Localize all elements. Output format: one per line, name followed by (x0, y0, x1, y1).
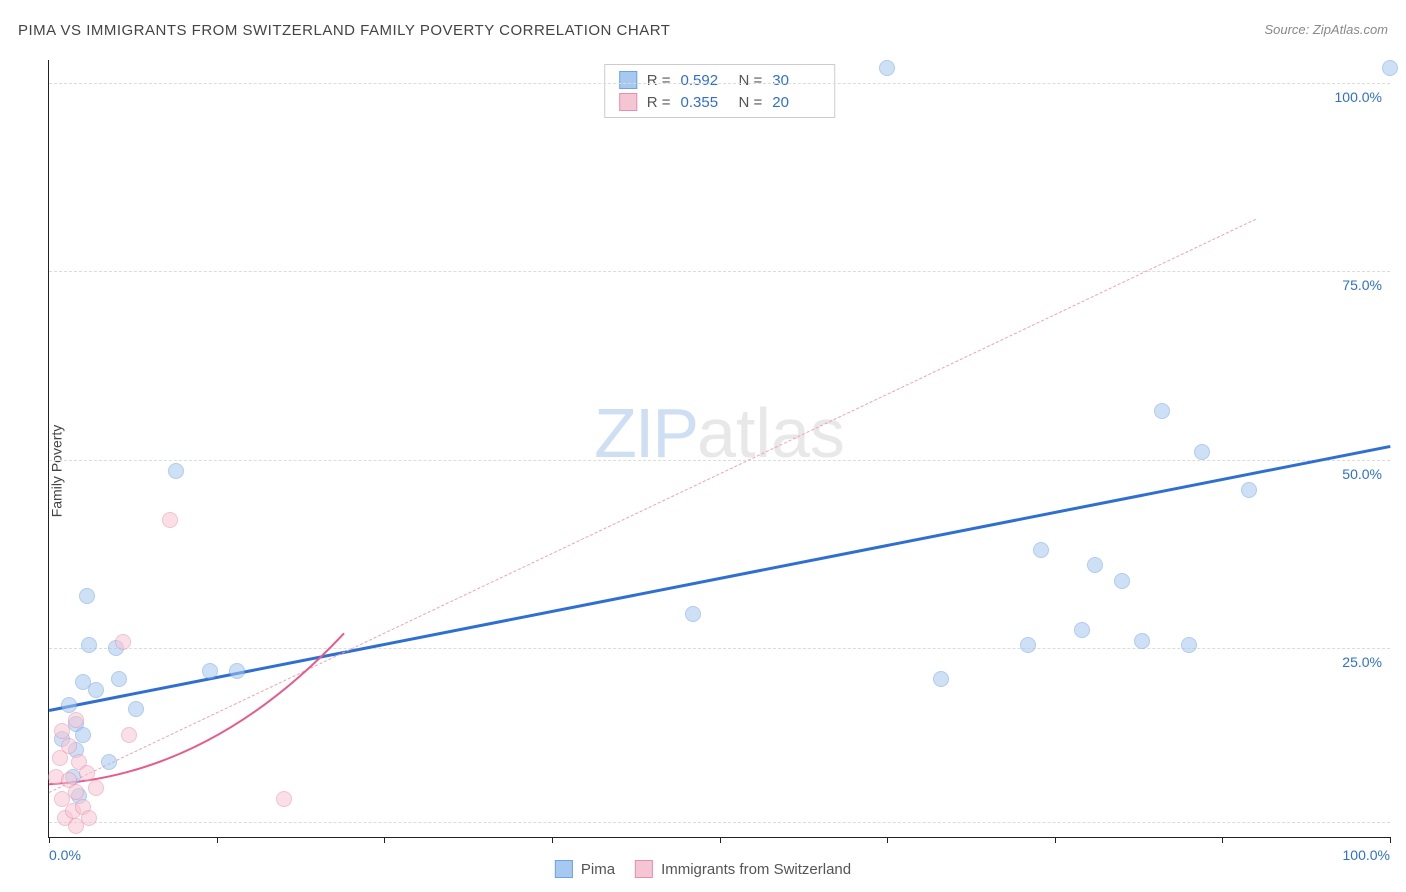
data-point (54, 723, 70, 739)
x-tick-mark (49, 837, 50, 843)
data-point (61, 738, 77, 754)
data-point (1074, 622, 1090, 638)
data-point (115, 634, 131, 650)
data-point (685, 606, 701, 622)
data-point (1087, 557, 1103, 573)
x-tick-mark (384, 837, 385, 843)
data-point (61, 697, 77, 713)
data-point (88, 780, 104, 796)
data-point (1194, 444, 1210, 460)
x-tick-mark (1222, 837, 1223, 843)
legend-label: Pima (581, 861, 615, 878)
data-point (202, 663, 218, 679)
data-point (79, 588, 95, 604)
legend-swatch (635, 860, 653, 878)
chart-title: PIMA VS IMMIGRANTS FROM SWITZERLAND FAMI… (18, 22, 670, 39)
legend-label: Immigrants from Switzerland (661, 861, 851, 878)
x-tick-mark (887, 837, 888, 843)
legend-item: Immigrants from Switzerland (635, 860, 851, 878)
data-point (229, 663, 245, 679)
data-point (128, 701, 144, 717)
legend-item: Pima (555, 860, 615, 878)
data-point (1382, 60, 1398, 76)
data-point (68, 712, 84, 728)
data-point (1033, 542, 1049, 558)
data-point (933, 671, 949, 687)
source-attribution: Source: ZipAtlas.com (1264, 22, 1388, 37)
data-point (1181, 637, 1197, 653)
x-tick-mark (217, 837, 218, 843)
x-tick-mark (552, 837, 553, 843)
data-point (879, 60, 895, 76)
data-point (1154, 403, 1170, 419)
x-tick-mark (1390, 837, 1391, 843)
data-point (101, 754, 117, 770)
data-point (121, 727, 137, 743)
data-point (81, 637, 97, 653)
data-point (276, 791, 292, 807)
data-point (1134, 633, 1150, 649)
plot-area: ZIPatlas R =0.592N =30R =0.355N =20 25.0… (48, 60, 1390, 838)
data-point (1020, 637, 1036, 653)
data-point (1241, 482, 1257, 498)
data-point (162, 512, 178, 528)
x-tick-label: 0.0% (49, 847, 81, 863)
data-point (1114, 573, 1130, 589)
data-point (168, 463, 184, 479)
trend-curve (49, 60, 1390, 837)
data-point (75, 727, 91, 743)
x-tick-mark (1055, 837, 1056, 843)
data-point (68, 784, 84, 800)
data-point (88, 682, 104, 698)
data-point (111, 671, 127, 687)
data-point (79, 765, 95, 781)
legend-swatch (555, 860, 573, 878)
chart-container: Family Poverty ZIPatlas R =0.592N =30R =… (0, 50, 1406, 892)
data-point (68, 818, 84, 834)
series-legend: Pima Immigrants from Switzerland (555, 860, 851, 878)
x-tick-label: 100.0% (1343, 847, 1390, 863)
x-tick-mark (720, 837, 721, 843)
